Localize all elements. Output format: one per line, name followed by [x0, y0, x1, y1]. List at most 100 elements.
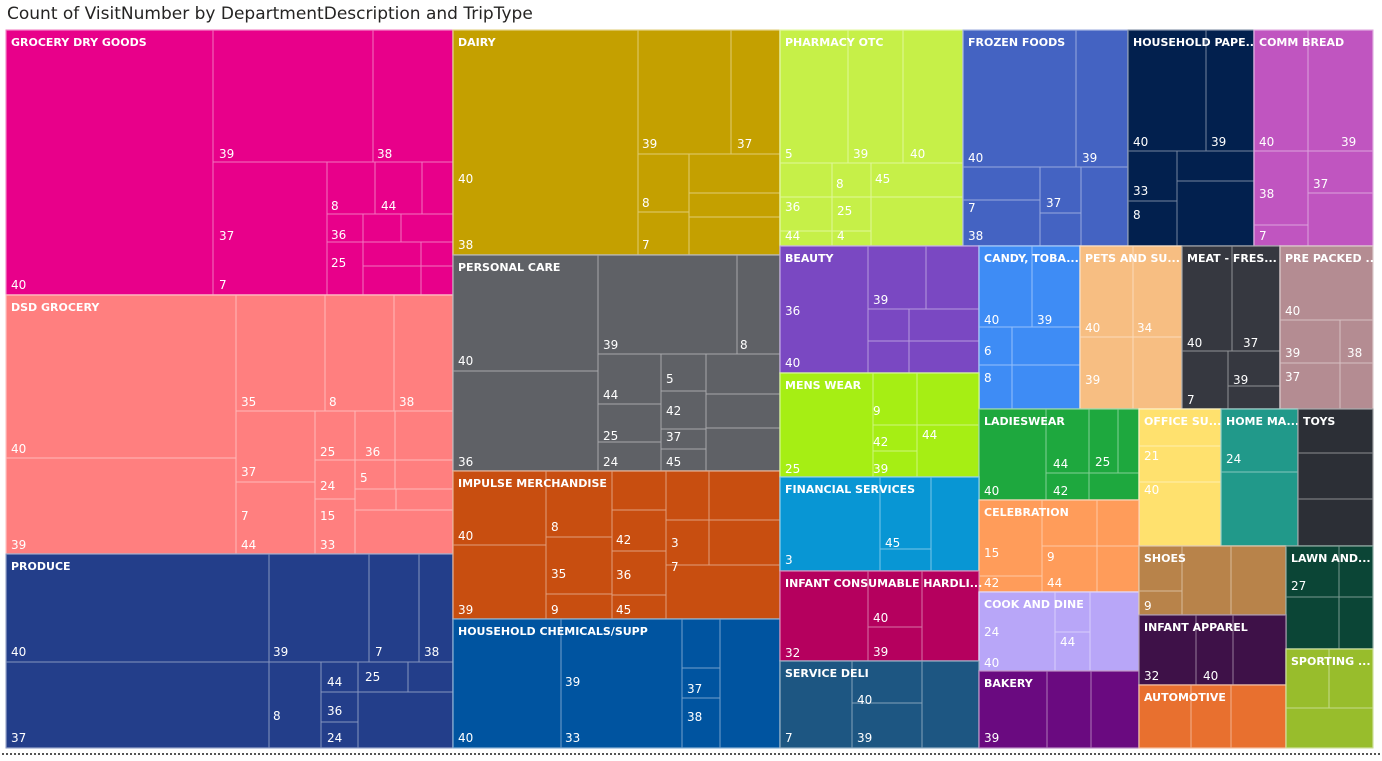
treemap-node-infant-consumable-hardli[interactable]: INFANT CONSUMABLE HARDLI... 40 32 39 [779, 570, 982, 662]
treemap-node-toys[interactable]: TOYS [1297, 408, 1374, 547]
triptype-label: 15 [984, 546, 999, 560]
treemap-node-comm-bread[interactable]: COMM BREAD 40 39 38 37 7 [1253, 29, 1374, 247]
triptype-label: 39 [873, 293, 888, 307]
triptype-tile[interactable] [1285, 707, 1374, 749]
triptype-label: 38 [1347, 346, 1362, 360]
treemap-node-dairy[interactable]: DAIRY 40 38 39 37 8 7 [452, 29, 781, 256]
triptype-label: 39 [1211, 135, 1226, 149]
triptype-label: 35 [551, 567, 566, 581]
department-label: TOYS [1303, 415, 1335, 428]
treemap-node-cook-and-dine[interactable]: COOK AND DINE 24 44 40 [978, 591, 1140, 672]
department-tile[interactable] [452, 618, 781, 749]
treemap-node-household-pape[interactable]: HOUSEHOLD PAPE... 40 39 33 8 [1127, 29, 1258, 247]
triptype-label: 25 [1095, 455, 1110, 469]
triptype-label: 8 [329, 395, 337, 409]
triptype-label: 33 [1133, 184, 1148, 198]
department-tile[interactable] [1127, 29, 1255, 247]
treemap-node-impulse-merchandise[interactable]: IMPULSE MERCHANDISE 40 39 8 35 9 42 36 45 3 7 [452, 470, 781, 620]
department-tile[interactable] [1181, 245, 1281, 410]
treemap-node-bakery[interactable]: BAKERY 39 [978, 670, 1140, 749]
treemap-node-mens-wear[interactable]: MENS WEAR 9 42 44 25 39 [779, 372, 980, 478]
treemap-node-ladieswear[interactable]: LADIESWEAR 40 44 25 42 [978, 408, 1140, 501]
department-label: SHOES [1144, 552, 1186, 565]
treemap-node-grocery-dry-goods[interactable]: GROCERY DRY GOODS 40 39 38 37 7 8 44 36 25 [5, 29, 454, 296]
treemap-node-candy-toba[interactable]: CANDY, TOBA... 40 39 6 8 [978, 245, 1081, 410]
triptype-label: 33 [320, 538, 335, 552]
triptype-label: 44 [241, 538, 256, 552]
triptype-label: 8 [984, 371, 992, 385]
triptype-label: 40 [857, 693, 872, 707]
triptype-label: 6 [984, 344, 992, 358]
department-tile[interactable] [779, 660, 980, 749]
triptype-label: 39 [1082, 151, 1097, 165]
department-label: LADIESWEAR [984, 415, 1065, 428]
triptype-label: 7 [1187, 393, 1195, 407]
triptype-label: 40 [873, 611, 888, 625]
department-label: BEAUTY [785, 252, 835, 265]
department-label: HOUSEHOLD PAPE... [1133, 36, 1258, 49]
treemap-node-beauty[interactable]: BEAUTY 36 39 40 [779, 245, 980, 374]
triptype-label: 39 [1085, 373, 1100, 387]
department-tile[interactable] [1279, 245, 1374, 410]
department-tile[interactable] [962, 29, 1129, 247]
triptype-label: 37 [241, 465, 256, 479]
triptype-label: 25 [331, 256, 346, 270]
triptype-label: 24 [320, 479, 335, 493]
department-tile[interactable] [5, 294, 454, 555]
triptype-label: 8 [836, 177, 844, 191]
triptype-label: 39 [642, 137, 657, 151]
triptype-label: 42 [666, 404, 681, 418]
treemap-node-personal-care[interactable]: PERSONAL CARE 40 36 39 8 44 5 42 25 37 24 45 [452, 254, 781, 472]
triptype-label: 40 [11, 442, 26, 456]
triptype-label: 39 [873, 462, 888, 476]
treemap-node-celebration[interactable]: CELEBRATION 15 9 42 44 [978, 499, 1140, 593]
triptype-label: 34 [1137, 321, 1152, 335]
triptype-label: 39 [458, 603, 473, 617]
triptype-label: 40 [1203, 669, 1218, 683]
treemap-node-sporting[interactable]: SPORTING ... [1285, 648, 1374, 749]
treemap-node-frozen-foods[interactable]: FROZEN FOODS 40 39 7 37 38 [962, 29, 1129, 247]
triptype-label: 5 [785, 147, 793, 161]
department-tile[interactable] [1297, 408, 1374, 547]
treemap-node-infant-apparel[interactable]: INFANT APPAREL 32 40 [1138, 614, 1287, 686]
treemap-node-pets-and-su[interactable]: PETS AND SU... 40 34 39 [1079, 245, 1183, 410]
triptype-label: 39 [984, 731, 999, 745]
triptype-label: 37 [687, 682, 702, 696]
department-tile[interactable] [1138, 408, 1222, 547]
department-label: COOK AND DINE [984, 598, 1084, 611]
treemap-node-dsd-grocery[interactable]: DSD GROCERY 40 39 35 8 38 37 7 44 25 36 24 5 15 33 [5, 294, 454, 555]
triptype-label: 40 [458, 529, 473, 543]
triptype-label: 8 [551, 520, 559, 534]
triptype-label: 45 [616, 603, 631, 617]
treemap-node-service-deli[interactable]: SERVICE DELI 40 7 39 [779, 660, 980, 749]
triptype-label: 44 [603, 388, 618, 402]
treemap-node-household-chemicals-supp[interactable]: HOUSEHOLD CHEMICALS/SUPP 40 39 33 37 38 [452, 618, 781, 749]
triptype-label: 36 [785, 304, 800, 318]
bottom-divider [2, 753, 1380, 755]
triptype-label: 39 [273, 645, 288, 659]
treemap-node-financial-services[interactable]: FINANCIAL SERVICES 45 3 [779, 476, 980, 572]
triptype-label: 3 [671, 536, 679, 550]
treemap-node-pre-packed[interactable]: PRE PACKED ... 40 39 38 37 [1279, 245, 1378, 410]
treemap-node-lawn-and[interactable]: LAWN AND... 27 [1285, 545, 1374, 650]
treemap-node-shoes[interactable]: SHOES 9 [1138, 545, 1287, 616]
triptype-label: 40 [785, 356, 800, 370]
treemap-node-home-ma[interactable]: HOME MA... 24 [1220, 408, 1299, 547]
department-label: FINANCIAL SERVICES [785, 483, 915, 496]
triptype-label: 40 [1285, 304, 1300, 318]
department-tile[interactable] [1220, 408, 1299, 547]
triptype-label: 45 [666, 455, 681, 469]
department-tile[interactable] [1138, 545, 1287, 616]
treemap-node-automotive[interactable]: AUTOMOTIVE [1138, 684, 1287, 749]
treemap-node-office-su[interactable]: OFFICE SU... 21 40 [1138, 408, 1222, 547]
treemap-node-produce[interactable]: PRODUCE 40 37 39 7 38 8 44 36 25 24 [5, 553, 454, 749]
triptype-label: 7 [241, 509, 249, 523]
triptype-label: 8 [331, 199, 339, 213]
treemap-node-meat-fres[interactable]: MEAT - FRES... 40 37 7 39 [1181, 245, 1281, 410]
triptype-label: 38 [377, 147, 392, 161]
triptype-label: 40 [1259, 135, 1274, 149]
triptype-label: 36 [458, 455, 473, 469]
department-tile[interactable] [5, 553, 454, 749]
